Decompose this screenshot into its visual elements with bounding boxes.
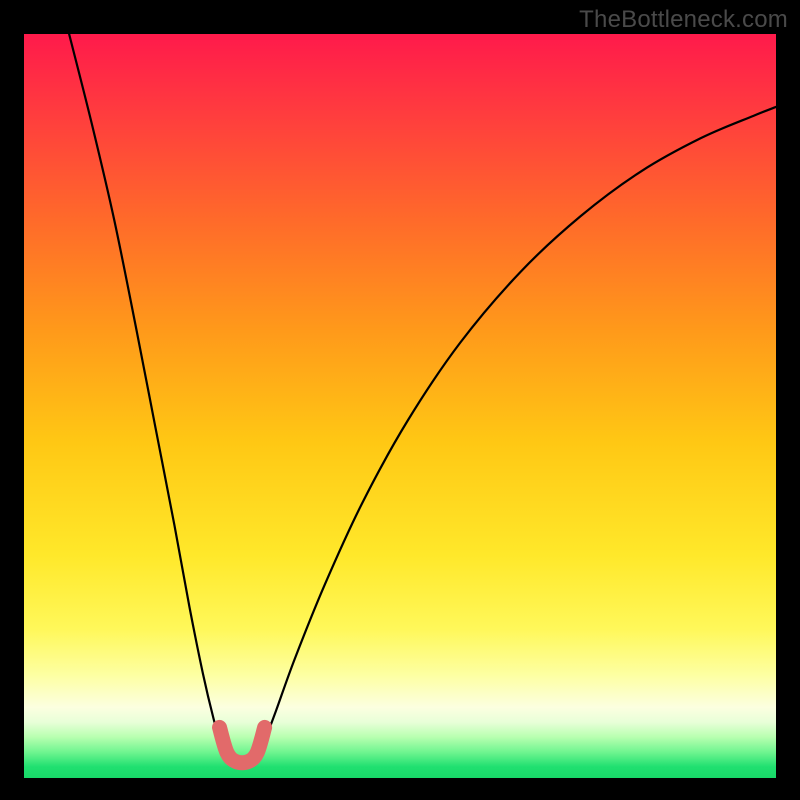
plot-area <box>24 34 776 778</box>
valley-marker <box>24 34 776 778</box>
watermark-text: TheBottleneck.com <box>579 6 788 34</box>
outer-frame <box>0 0 800 800</box>
